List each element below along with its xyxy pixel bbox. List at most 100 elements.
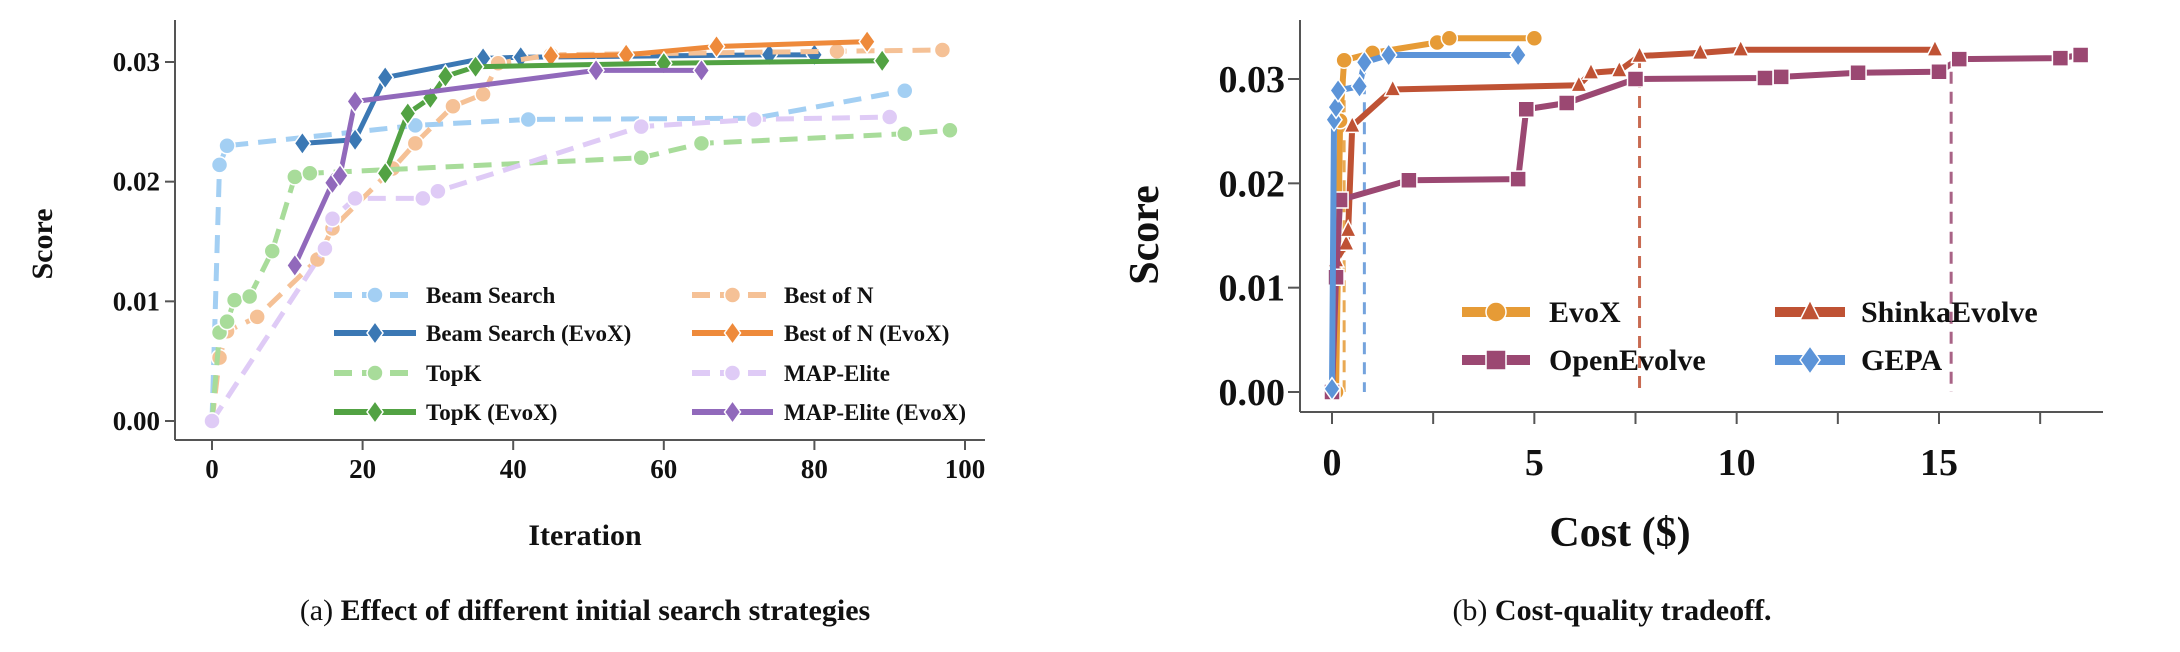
data-point [346,88,364,114]
legend-label: TopK [426,361,482,386]
data-point [1772,68,1790,86]
x-tick-label: 0 [1323,442,1342,484]
legend-item: Best of N [692,283,874,308]
data-point [406,134,425,153]
legend-marker [723,399,742,425]
data-point [316,239,334,258]
series-map-elite [203,108,899,430]
data-point [632,117,650,136]
data-point [1338,219,1358,238]
y-tick-label: 0.00 [113,406,160,436]
legend-marker [1799,344,1821,376]
legend-label: ShinkaEvolve [1861,296,2038,329]
legend-item: OpenEvolve [1462,344,1706,377]
data-point [474,85,492,104]
legend-marker [1485,349,1507,371]
data-point [873,48,892,74]
data-point [745,110,763,129]
series-topk [203,121,959,430]
data-point [429,182,447,200]
data-point [1323,376,1341,402]
data-point [654,50,673,76]
data-point [1509,42,1528,68]
series-gepa [1323,42,1528,402]
y-tick-label: 0.03 [1219,59,1286,101]
data-point [519,110,538,129]
legend-marker [366,399,384,425]
data-point [293,130,312,156]
data-point [406,116,425,135]
data-point [2071,46,2090,64]
legend-label: EvoX [1549,296,1621,329]
data-point [1440,29,1459,48]
legend-item: Beam Search (EvoX) [334,320,631,346]
data-point [1329,77,1347,103]
y-tick-label: 0.01 [113,286,160,316]
legend-label: Beam Search [426,283,555,308]
data-point [218,137,236,155]
x-tick-label: 10 [1718,442,1756,484]
series-topk-evox [376,48,892,186]
x-tick-label: 15 [1920,442,1958,484]
data-point [225,291,244,309]
data-point [933,41,952,59]
caption-a-prefix: (a) [300,594,333,627]
x-tick-label: 80 [801,454,828,484]
data-point [896,125,914,143]
x-tick-label: 100 [945,454,986,484]
data-point [1930,62,1948,81]
y-tick-label: 0.01 [1219,268,1286,310]
data-point [1849,63,1867,82]
legend-item: TopK [334,361,482,386]
y-axis-label: Score [1122,185,1168,285]
legend-marker [366,286,384,304]
legend-item: ShinkaEvolve [1775,296,2038,329]
data-point [1400,171,1418,189]
data-point [323,210,342,228]
data-point [286,168,304,186]
data-point [1569,73,1589,93]
y-tick-label: 0.03 [113,47,160,77]
data-point [203,412,221,430]
data-point [474,45,493,71]
legend-label: Best of N [784,283,874,308]
data-point [1581,61,1601,80]
data-point [398,100,417,126]
data-point [240,287,259,306]
legend-label: Best of N (EvoX) [784,321,949,346]
legend: Beam Search Beam Search (EvoX) TopK TopK (E… [334,283,966,425]
data-point [218,312,236,331]
caption-b: (b) Cost-quality tradeoff. [1452,594,1771,627]
caption-b-text: Cost-quality tradeoff. [1495,594,1772,627]
data-point [1925,38,1945,57]
y-tick-label: 0.02 [1219,163,1286,205]
x-tick-label: 40 [500,454,527,484]
legend-marker [723,364,742,382]
caption-a: (a) Effect of different initial search s… [300,594,870,627]
legend-item: TopK (EvoX) [334,399,557,425]
data-point [285,252,304,278]
legend-label: TopK (EvoX) [426,400,557,425]
data-point [444,97,462,116]
data-point [1379,42,1398,68]
legend-item: EvoX [1462,296,1621,329]
caption-a-text: Effect of different initial search strat… [341,594,871,627]
x-axis-label: Iteration [528,519,642,552]
legend-label: Beam Search (EvoX) [426,321,631,346]
data-point [1383,78,1402,97]
legend-item: GEPA [1775,344,1942,377]
series-line [550,39,868,59]
x-tick-label: 5 [1525,442,1544,484]
data-point [1336,232,1356,251]
data-point [1691,41,1710,61]
data-point [263,242,281,260]
legend-marker [1485,301,1507,323]
data-point [587,57,605,83]
data-point [414,189,432,208]
series-shinkaevolve [1322,38,1945,400]
data-point [1525,29,1544,48]
caption-b-prefix: (b) [1452,594,1487,627]
legend-label: MAP-Elite (EvoX) [784,400,966,425]
data-point [346,189,364,208]
